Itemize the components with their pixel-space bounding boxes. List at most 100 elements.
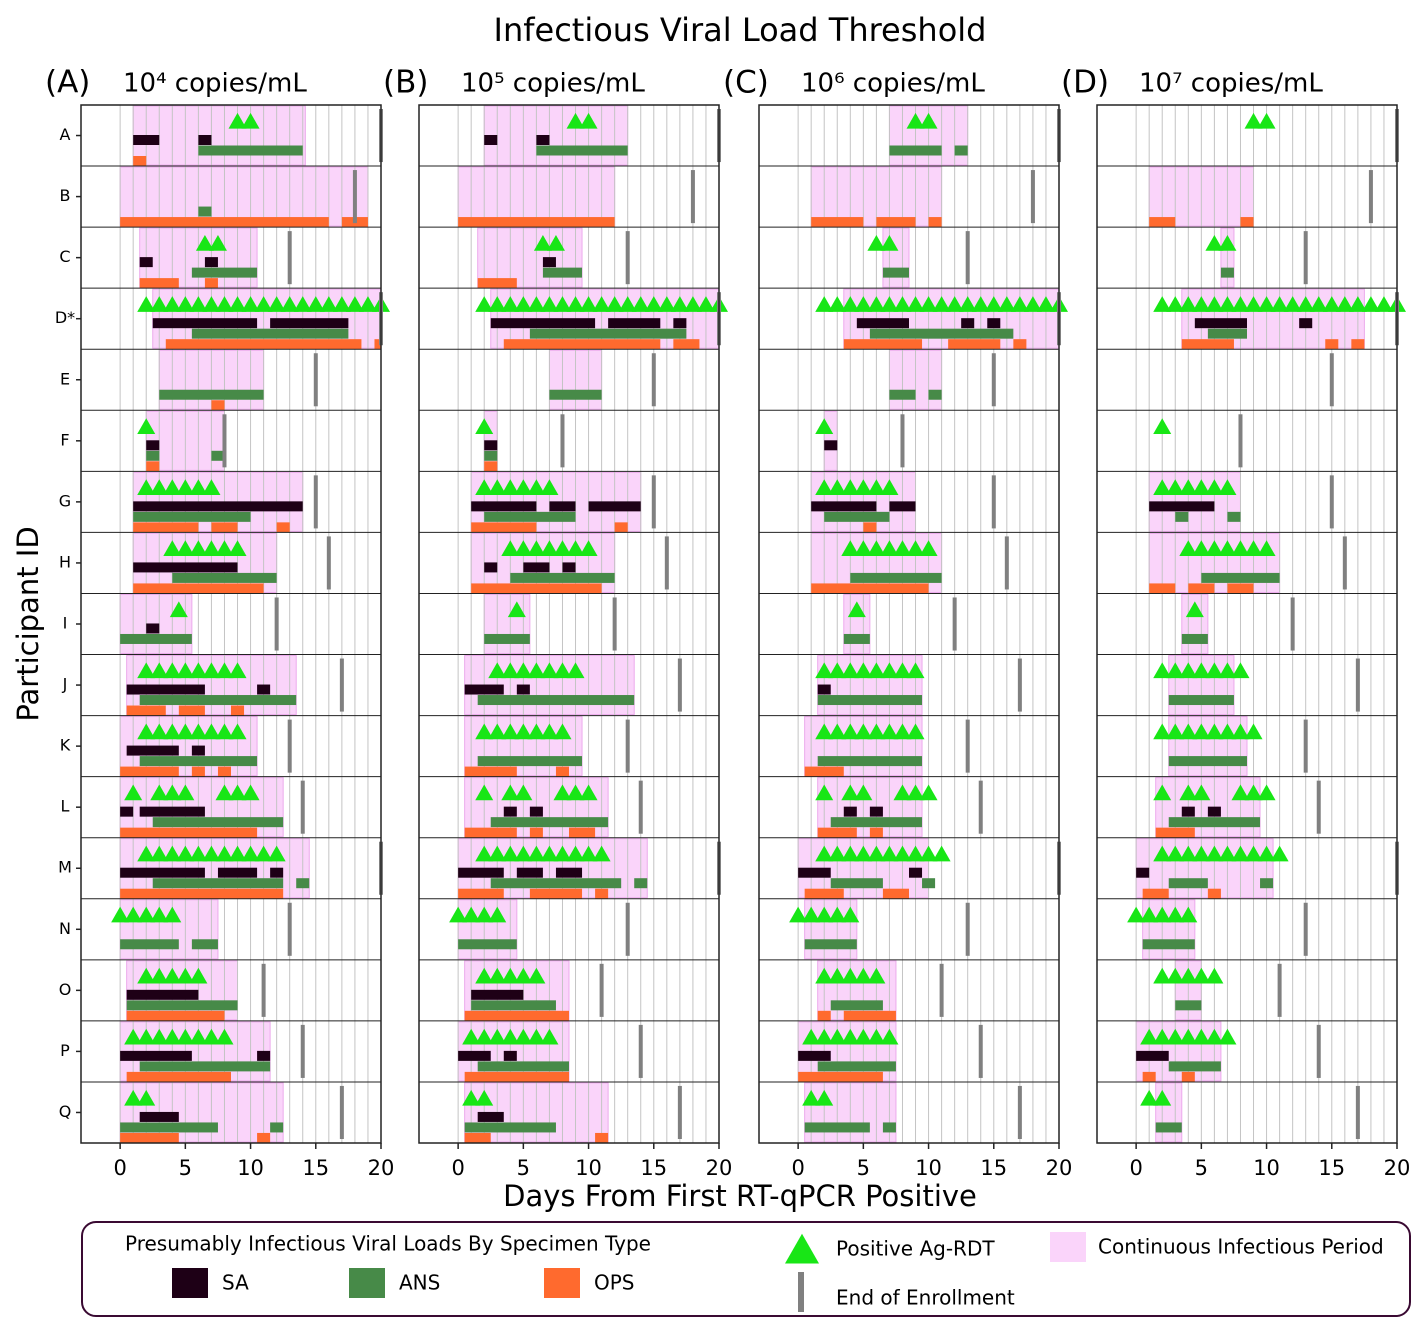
specimen-bar: [928, 389, 942, 400]
ag-rdt-marker: [501, 540, 520, 557]
specimen-bar: [471, 583, 602, 594]
ag-rdt-marker: [1036, 296, 1055, 312]
ag-rdt-marker: [488, 906, 507, 923]
ag-rdt-marker: [514, 723, 533, 740]
legend-label: End of Enrollment: [836, 1286, 1015, 1310]
panel-subtitle: 10⁵ copies/mL: [461, 69, 645, 99]
ag-rdt-marker: [1205, 540, 1224, 557]
ag-rdt-marker: [644, 296, 663, 312]
ag-rdt-marker: [1205, 723, 1224, 740]
ag-rdt-marker: [228, 112, 247, 129]
ag-rdt-marker: [254, 296, 273, 312]
ag-rdt-marker: [527, 479, 546, 496]
ag-rdt-marker: [527, 296, 546, 312]
ag-rdt-marker: [501, 296, 520, 312]
ag-rdt-marker: [1179, 723, 1198, 740]
ag-rdt-marker: [789, 906, 808, 923]
ag-rdt-marker: [488, 479, 507, 496]
ag-rdt-marker: [514, 784, 533, 801]
ag-rdt-marker: [208, 235, 227, 251]
specimen-bar: [516, 684, 530, 695]
ag-rdt-marker: [533, 235, 552, 251]
specimen-bar: [817, 684, 831, 695]
ag-rdt-marker: [971, 296, 990, 312]
ag-rdt-marker: [893, 662, 912, 679]
ag-rdt-marker: [488, 662, 507, 679]
ag-rdt-marker: [150, 1028, 169, 1045]
infectious-period: [804, 899, 858, 960]
ag-rdt-marker: [540, 662, 559, 679]
ag-rdt-marker: [475, 418, 494, 434]
specimen-bar: [477, 1111, 504, 1122]
legend-label: OPS: [594, 1271, 635, 1295]
specimen-bar: [1181, 1071, 1195, 1082]
ag-rdt-marker: [1218, 723, 1237, 740]
ag-rdt-marker: [189, 662, 208, 679]
specimen-bar: [856, 318, 909, 329]
ag-rdt-marker: [1192, 1028, 1211, 1045]
specimen-bar: [1181, 806, 1195, 817]
ag-rdt-marker: [546, 235, 565, 251]
specimen-bar: [922, 878, 936, 889]
ag-rdt-marker: [945, 296, 964, 312]
ag-rdt-marker: [815, 723, 834, 740]
specimen-bar: [257, 1132, 271, 1143]
specimen-bar: [503, 339, 661, 350]
ag-rdt-marker: [1179, 967, 1198, 984]
specimen-bar: [257, 1050, 271, 1061]
specimen-bar: [1013, 339, 1027, 350]
ag-rdt-marker: [1192, 296, 1211, 312]
panel-label: (C): [723, 65, 769, 101]
ag-rdt-marker: [345, 296, 364, 312]
ag-rdt-marker: [1166, 479, 1185, 496]
ag-rdt-marker: [553, 540, 572, 557]
ag-rdt-marker: [631, 296, 650, 312]
specimen-bar: [152, 878, 284, 889]
specimen-bar: [909, 867, 923, 878]
ag-rdt-marker: [514, 1028, 533, 1045]
ag-rdt-marker: [527, 845, 546, 862]
ag-rdt-marker: [1179, 662, 1198, 679]
ag-rdt-marker: [919, 296, 938, 312]
ag-rdt-marker: [893, 723, 912, 740]
y-tick-label: E: [60, 369, 70, 388]
enrollment-end: [1277, 963, 1282, 1017]
specimen-bar: [133, 135, 160, 145]
ag-rdt-marker: [657, 296, 676, 312]
y-tick-label: D*: [55, 308, 75, 327]
specimen-bar: [1136, 1050, 1169, 1061]
ag-rdt-marker: [841, 662, 860, 679]
ag-rdt-marker: [592, 845, 611, 862]
enrollment-end: [313, 353, 318, 407]
specimen-bar: [961, 318, 975, 329]
ag-rdt-marker: [1153, 479, 1172, 496]
specimen-bar: [811, 583, 929, 594]
ag-rdt-marker: [501, 479, 520, 496]
ag-rdt-marker: [1153, 662, 1172, 679]
ag-rdt-marker: [228, 662, 247, 679]
specimen-bar: [458, 939, 517, 950]
ag-rdt-marker: [867, 967, 886, 984]
ag-rdt-marker: [163, 1028, 182, 1045]
ag-rdt-marker: [137, 845, 156, 862]
specimen-bar: [830, 1000, 883, 1011]
ag-rdt-marker: [150, 723, 169, 740]
ag-rdt-marker: [815, 906, 834, 923]
ag-rdt-marker: [1244, 723, 1263, 740]
enrollment-end: [965, 902, 970, 956]
specimen-bar: [458, 1050, 491, 1061]
ag-rdt-marker: [1153, 784, 1172, 801]
ag-rdt-marker: [815, 1089, 834, 1106]
enrollment-end: [261, 963, 266, 1017]
specimen-bar: [374, 339, 381, 350]
specimen-bar: [817, 756, 923, 767]
ag-rdt-marker: [1231, 296, 1250, 312]
specimen-bar: [1299, 318, 1313, 329]
legend-ag-rdt-marker: [785, 1233, 819, 1264]
ag-rdt-marker: [462, 906, 481, 923]
ag-rdt-marker: [137, 967, 156, 984]
specimen-bar: [798, 867, 831, 878]
ag-rdt-marker: [618, 296, 637, 312]
ag-rdt-marker: [880, 662, 899, 679]
y-tick-label: C: [59, 247, 70, 266]
